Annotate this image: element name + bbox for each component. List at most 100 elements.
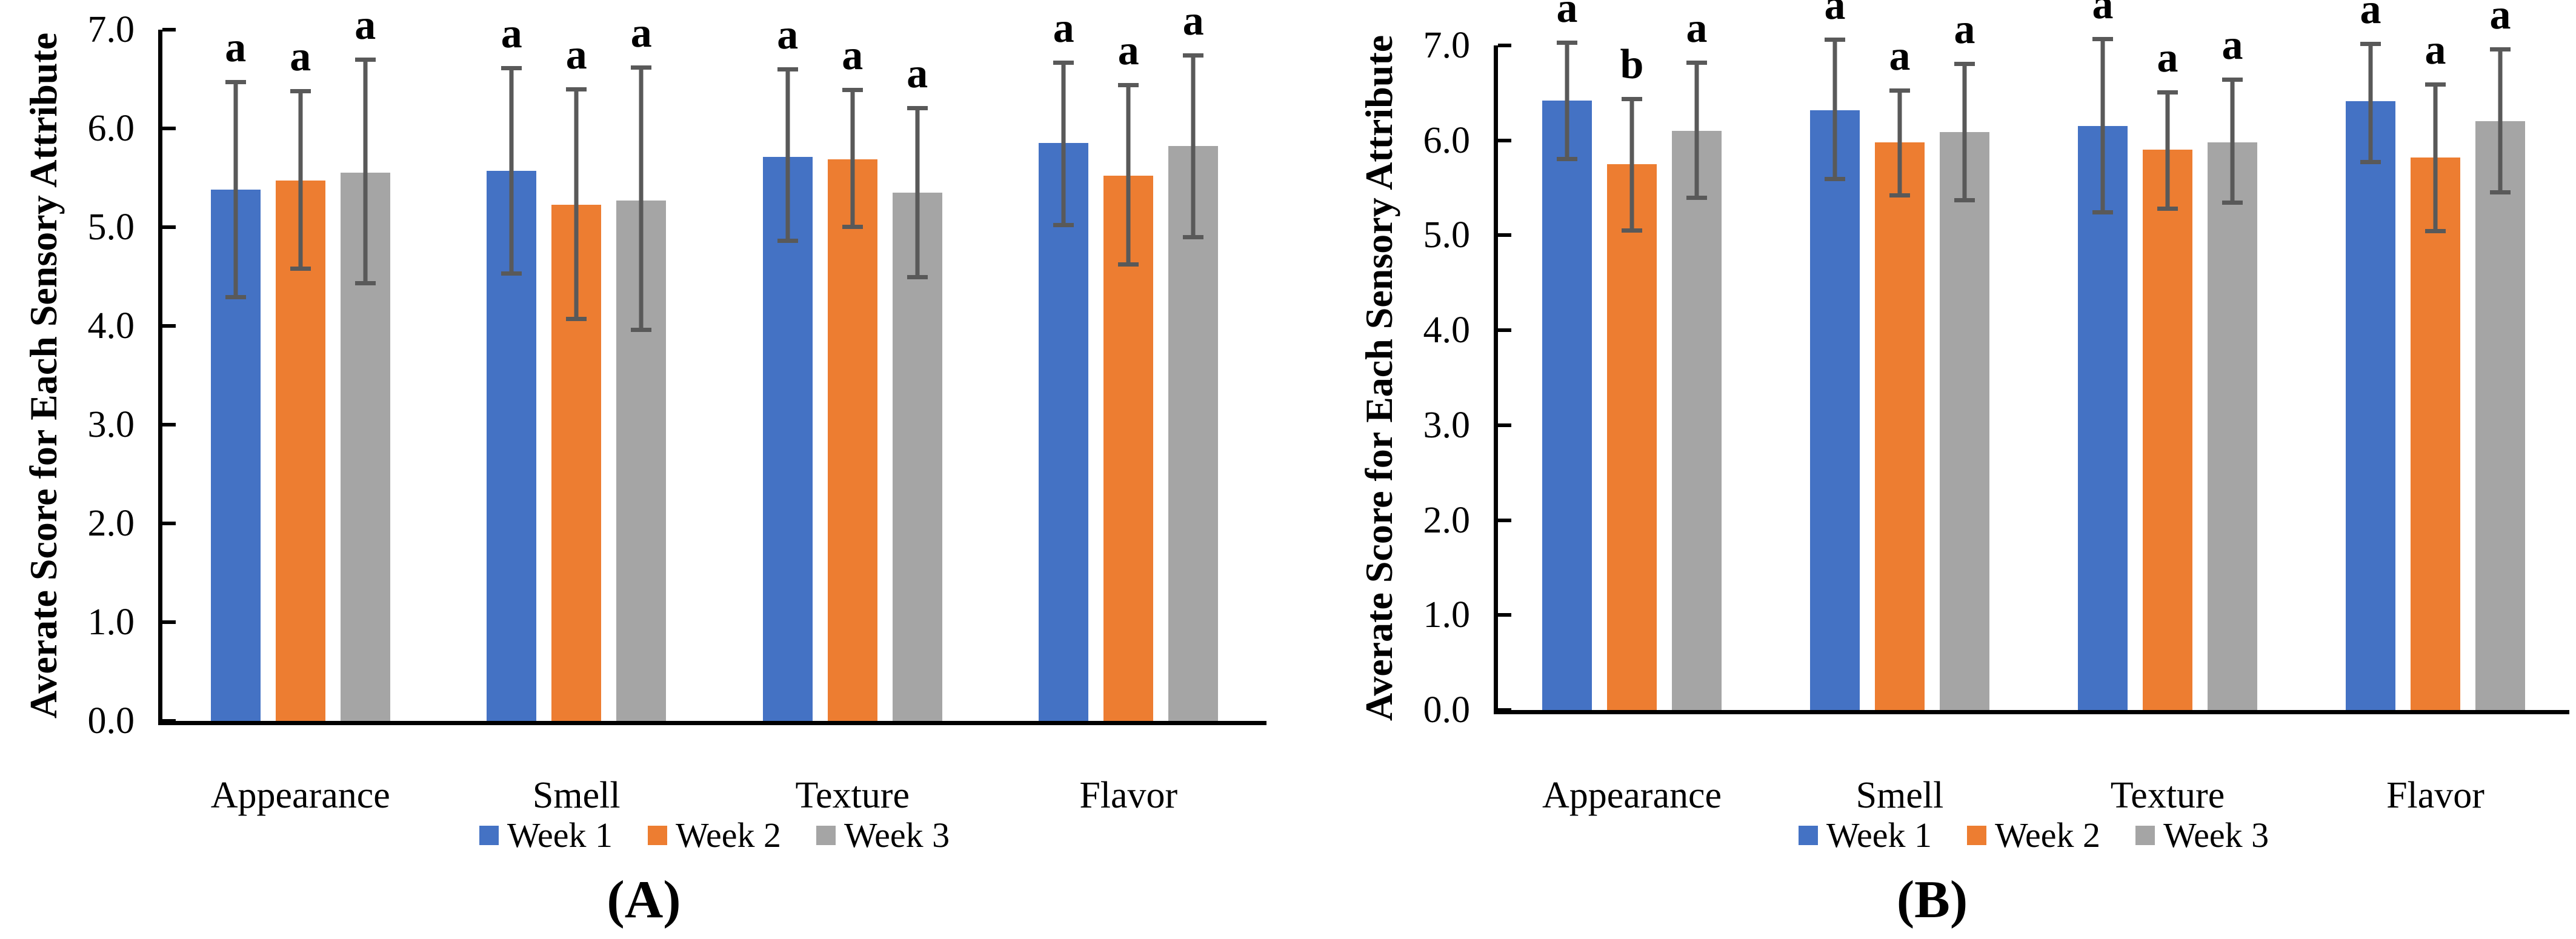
- error-bar-cap-top: [225, 80, 246, 85]
- error-bar-cap-top: [1889, 88, 1910, 93]
- bar-week-2-flavor: [1103, 176, 1154, 721]
- error-bar-line: [915, 105, 920, 280]
- error-bar-cap-bottom: [2490, 190, 2511, 195]
- significance-letter: b: [1620, 41, 1644, 88]
- y-tick-label: 6.0: [87, 108, 135, 149]
- y-tick-mark: [1498, 613, 1511, 617]
- bar-week-1-appearance: [1542, 100, 1592, 710]
- error-bar-line: [850, 88, 855, 230]
- error-bar-line: [363, 57, 368, 286]
- bar-week-3-appearance: [1672, 131, 1722, 710]
- bar-week-3-texture: [2208, 142, 2257, 710]
- error-bar-cap-top: [1053, 60, 1074, 65]
- error-bar-week-2-texture: [2157, 90, 2178, 211]
- y-tick-label: 3.0: [1423, 404, 1471, 446]
- error-bar-cap-top: [2360, 41, 2381, 46]
- error-bar-week-3-appearance: [1686, 61, 1707, 201]
- legend-label: Week 3: [2163, 815, 2269, 855]
- bar-week-3-flavor: [1168, 146, 1219, 721]
- error-bar-cap-bottom: [2425, 229, 2446, 234]
- legend: Week 1 Week 2 Week 3: [162, 817, 1266, 854]
- x-category-label-appearance: Appearance: [210, 775, 390, 816]
- y-tick-label: 3.0: [87, 404, 135, 445]
- error-bar-cap-bottom: [842, 225, 863, 230]
- bar-week-1-flavor: [1039, 143, 1089, 721]
- error-bar-week-1-appearance: [225, 80, 246, 299]
- error-bar-cap-bottom: [290, 266, 311, 271]
- y-tick-label: 4.0: [1423, 310, 1471, 351]
- error-bar-line: [233, 80, 238, 299]
- error-bar-cap-top: [1686, 61, 1707, 65]
- bar-week-1-texture: [2078, 126, 2128, 710]
- significance-letter: a: [1556, 0, 1578, 32]
- error-bar-week-1-flavor: [1053, 60, 1074, 227]
- error-bar-cap-top: [566, 87, 587, 91]
- y-tick-mark: [1498, 233, 1511, 237]
- y-tick-mark: [162, 324, 176, 328]
- significance-letter: a: [2425, 27, 2446, 74]
- x-category-label-smell: Smell: [1855, 775, 1944, 816]
- error-bar-cap-bottom: [2157, 206, 2178, 211]
- error-bar-cap-top: [1622, 96, 1642, 101]
- significance-letter: a: [501, 10, 522, 58]
- error-bar-line: [1694, 61, 1699, 201]
- bar-week-1-texture: [762, 157, 813, 721]
- legend-item-week-1: Week 1: [1798, 817, 1932, 854]
- error-bar-line: [639, 65, 644, 332]
- y-axis-line: [1494, 45, 1498, 714]
- bar-week-3-smell: [1940, 131, 1989, 710]
- error-bar-cap-top: [842, 88, 863, 93]
- error-bar-line: [509, 66, 514, 276]
- legend-swatch: [647, 826, 667, 845]
- y-axis-line: [158, 30, 162, 725]
- error-bar-week-2-smell: [1889, 88, 1910, 197]
- plot-area-b: 0.0 1.0 2.0 3.0 4.0 5.0 6.0 7.0 a b a Appearance a a a…: [1423, 0, 2569, 854]
- error-bar-cap-top: [1825, 38, 1845, 42]
- error-bar-cap-top: [1118, 83, 1139, 88]
- error-bar-cap-top: [2157, 90, 2178, 95]
- error-bar-cap-bottom: [631, 327, 652, 332]
- legend-item-week-1: Week 1: [479, 817, 613, 854]
- significance-letter: a: [1053, 4, 1074, 51]
- legend-item-week-3: Week 3: [2135, 817, 2269, 854]
- y-tick-mark: [162, 423, 176, 426]
- y-tick-label: 1.0: [87, 602, 135, 643]
- error-bar-cap-top: [2490, 47, 2511, 52]
- plot-area-a: 0.0 1.0 2.0 3.0 4.0 5.0 6.0 7.0 a a a Appearance a a a…: [88, 0, 1266, 854]
- significance-letter: a: [565, 31, 587, 78]
- significance-letter: a: [2092, 0, 2114, 28]
- error-bar-week-2-appearance: [1622, 96, 1642, 233]
- y-tick-mark: [1498, 328, 1511, 333]
- bar-week-2-smell: [1875, 142, 1925, 710]
- y-tick-mark: [1498, 138, 1511, 142]
- error-bar-line: [298, 88, 303, 271]
- error-bar-cap-top: [777, 67, 798, 71]
- legend-item-week-2: Week 2: [647, 815, 782, 855]
- error-bar-cap-top: [907, 105, 928, 110]
- legend-item-week-2: Week 2: [1966, 817, 2100, 854]
- error-bar-cap-top: [2222, 78, 2243, 82]
- error-bar-cap-bottom: [225, 294, 246, 299]
- error-bar-line: [2368, 41, 2373, 164]
- significance-letter: a: [1182, 0, 1204, 45]
- error-bar-line: [785, 67, 790, 244]
- error-bar-line: [1629, 96, 1634, 233]
- error-bar-line: [1061, 60, 1066, 227]
- bar-week-1-flavor: [2346, 101, 2395, 710]
- error-bar-cap-top: [631, 65, 652, 70]
- error-bar-line: [1832, 38, 1837, 182]
- legend-label: Week 2: [675, 815, 782, 855]
- error-bar-week-1-flavor: [2360, 41, 2381, 164]
- error-bar-week-2-flavor: [1118, 83, 1139, 267]
- error-bar-cap-bottom: [2360, 159, 2381, 164]
- error-bar-week-2-flavor: [2425, 82, 2446, 234]
- y-tick-mark: [162, 620, 176, 624]
- error-bar-cap-bottom: [2222, 201, 2243, 205]
- error-bar-cap-bottom: [907, 275, 928, 280]
- error-bar-week-1-texture: [2092, 36, 2113, 214]
- error-bar-cap-bottom: [501, 271, 522, 276]
- error-bar-week-2-smell: [566, 87, 587, 321]
- error-bar-week-2-appearance: [290, 88, 311, 271]
- y-tick-mark: [162, 28, 176, 32]
